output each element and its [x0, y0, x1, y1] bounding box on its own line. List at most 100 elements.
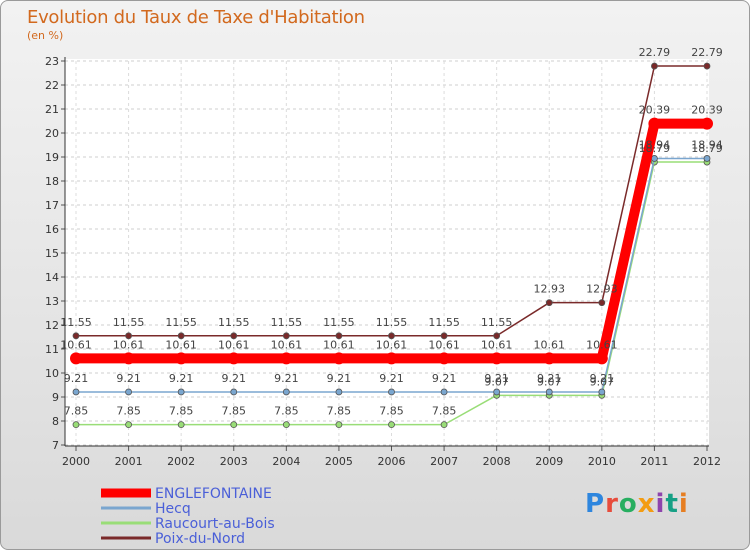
- x-tick-label: 2008: [483, 455, 511, 468]
- data-label: 12.93: [534, 283, 566, 296]
- data-label: 7.85: [169, 405, 194, 418]
- data-label: 7.85: [432, 405, 457, 418]
- logo-letter: o: [618, 489, 638, 519]
- data-label: 10.61: [428, 338, 460, 351]
- legend-label: Poix-du-Nord: [155, 531, 245, 547]
- x-tick-label: 2004: [272, 455, 300, 468]
- data-label: 10.61: [113, 338, 145, 351]
- data-point: [595, 352, 608, 365]
- data-label: 11.55: [218, 316, 250, 329]
- data-label: 9.21: [116, 372, 141, 385]
- data-label: 11.55: [376, 316, 408, 329]
- data-point: [701, 117, 713, 130]
- data-point: [227, 352, 240, 365]
- data-label: 7.85: [379, 405, 404, 418]
- x-tick-label: 2012: [693, 455, 721, 468]
- y-tick-label: 12: [45, 319, 59, 332]
- data-point: [282, 421, 290, 429]
- y-tick-label: 11: [45, 343, 59, 356]
- y-tick-label: 20: [45, 127, 59, 140]
- logo-letter: i: [655, 489, 666, 519]
- data-point: [72, 421, 80, 429]
- data-label: 10.61: [534, 338, 566, 351]
- data-point: [125, 421, 132, 429]
- proxiti-logo: Proxiti: [585, 489, 689, 519]
- data-label: 9.07: [484, 375, 509, 388]
- data-label: 11.55: [165, 316, 197, 329]
- data-point: [440, 388, 448, 396]
- data-label: 11.55: [323, 316, 355, 329]
- y-tick-label: 23: [45, 55, 59, 68]
- data-point: [598, 299, 606, 307]
- data-label: 9.21: [484, 372, 509, 385]
- data-label: 10.61: [165, 338, 197, 351]
- x-tick-label: 2011: [640, 455, 668, 468]
- y-tick-label: 18: [45, 175, 59, 188]
- data-label: 9.07: [590, 375, 615, 388]
- data-point: [598, 388, 606, 396]
- y-tick-label: 15: [45, 247, 59, 260]
- y-tick-label: 14: [45, 271, 59, 284]
- x-tick-label: 2000: [62, 455, 90, 468]
- data-label: 11.55: [481, 316, 513, 329]
- logo-letter: i: [678, 489, 689, 519]
- data-label: 7.85: [274, 405, 299, 418]
- data-point: [125, 388, 132, 396]
- data-point: [388, 388, 395, 396]
- data-point: [230, 388, 238, 396]
- data-label: 7.85: [222, 405, 247, 418]
- data-label: 10.61: [218, 338, 250, 351]
- x-tick-label: 2005: [325, 455, 353, 468]
- y-tick-label: 17: [45, 199, 59, 212]
- data-point: [493, 388, 501, 396]
- data-point: [125, 332, 132, 340]
- y-tick-label: 21: [45, 103, 59, 116]
- data-label: 22.79: [691, 46, 723, 59]
- logo-letter: t: [665, 489, 679, 519]
- logo-letter: r: [605, 489, 619, 519]
- data-point: [438, 352, 451, 365]
- data-label: 18.79: [691, 142, 723, 155]
- data-point: [545, 299, 553, 307]
- data-point: [177, 332, 185, 340]
- data-label: 7.85: [116, 405, 141, 418]
- data-point: [70, 352, 82, 365]
- legend-label: Hecq: [155, 501, 191, 517]
- data-label: 7.85: [327, 405, 352, 418]
- chart-title: Evolution du Taux de Taxe d'Habitation: [27, 7, 365, 28]
- data-label: 18.94: [691, 138, 723, 151]
- y-tick-label: 16: [45, 223, 59, 236]
- data-point: [230, 332, 238, 340]
- data-label: 18.79: [639, 142, 671, 155]
- data-label: 7.85: [64, 405, 89, 418]
- data-point: [72, 388, 80, 396]
- data-label: 9.21: [432, 372, 457, 385]
- data-label: 20.39: [639, 104, 671, 117]
- data-point: [651, 62, 658, 70]
- data-point: [388, 421, 395, 429]
- data-label: 9.21: [64, 372, 89, 385]
- y-tick-label: 13: [45, 295, 59, 308]
- data-point: [545, 388, 553, 396]
- data-label: 9.21: [222, 372, 247, 385]
- data-point: [648, 117, 661, 130]
- y-tick-label: 19: [45, 151, 59, 164]
- data-point: [230, 421, 238, 429]
- logo-letter: P: [585, 489, 606, 519]
- chart-y-unit: (en %): [27, 29, 64, 42]
- data-point: [282, 332, 290, 340]
- data-point: [177, 388, 185, 396]
- data-point: [282, 388, 290, 396]
- data-point: [332, 352, 345, 365]
- data-point: [177, 421, 185, 429]
- logo-letter: x: [637, 489, 656, 519]
- data-point: [335, 388, 343, 396]
- data-label: 9.21: [274, 372, 299, 385]
- data-label: 10.61: [376, 338, 408, 351]
- data-label: 9.21: [169, 372, 194, 385]
- x-tick-label: 2001: [115, 455, 143, 468]
- data-point: [335, 332, 343, 340]
- data-label: 9.21: [379, 372, 404, 385]
